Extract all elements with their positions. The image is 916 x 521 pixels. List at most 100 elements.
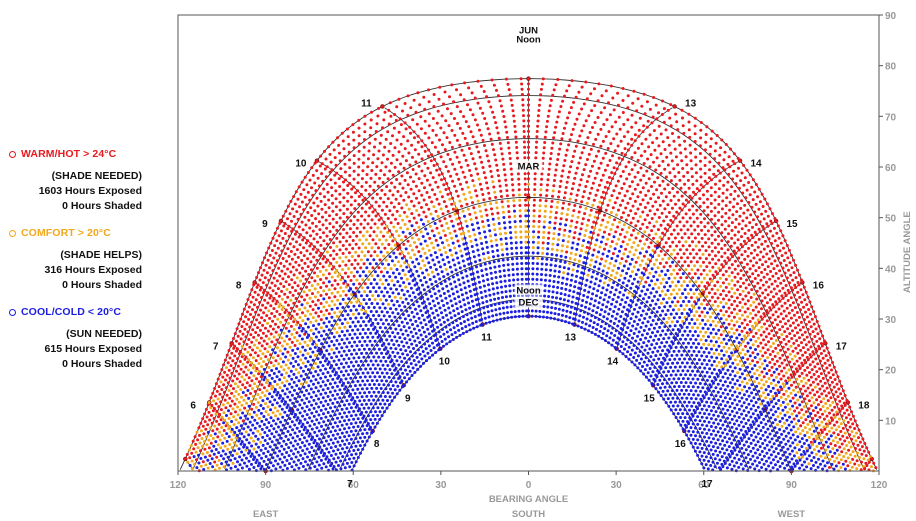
- data-point: [759, 278, 763, 282]
- data-point: [741, 348, 745, 352]
- data-point: [662, 219, 666, 223]
- data-point: [806, 415, 810, 419]
- data-point: [250, 415, 254, 419]
- data-point: [653, 148, 657, 152]
- data-point: [628, 238, 631, 242]
- data-point: [674, 155, 678, 159]
- data-point: [399, 264, 403, 268]
- data-point: [437, 173, 441, 177]
- data-point: [589, 169, 593, 173]
- data-point: [779, 241, 783, 245]
- data-point: [453, 167, 457, 171]
- data-point: [307, 384, 311, 388]
- data-point: [314, 402, 318, 406]
- data-point: [228, 396, 232, 400]
- data-point: [348, 166, 352, 170]
- data-point: [721, 367, 725, 371]
- data-point: [814, 406, 818, 410]
- data-point: [721, 166, 725, 170]
- data-point: [749, 407, 753, 411]
- data-point: [235, 369, 238, 373]
- data-point: [843, 467, 847, 471]
- data-points: [183, 77, 878, 473]
- data-point: [776, 423, 779, 427]
- data-point: [758, 230, 762, 234]
- data-point: [846, 420, 850, 424]
- data-point: [821, 459, 825, 463]
- data-point: [651, 255, 655, 259]
- data-point: [329, 261, 333, 265]
- data-point: [213, 460, 217, 464]
- data-point: [282, 439, 286, 443]
- data-point: [405, 277, 409, 281]
- data-point: [709, 209, 713, 213]
- data-point: [292, 372, 296, 376]
- data-point: [291, 237, 295, 241]
- data-point: [434, 238, 438, 242]
- data-point: [621, 170, 625, 173]
- data-point: [280, 399, 284, 403]
- data-point: [619, 203, 622, 207]
- data-point: [665, 229, 669, 233]
- data-point: [748, 378, 752, 382]
- data-point: [338, 264, 342, 268]
- data-point: [759, 429, 763, 433]
- data-point: [289, 298, 293, 302]
- data-point: [656, 228, 660, 232]
- data-point: [374, 290, 378, 294]
- data-point: [720, 215, 724, 219]
- data-point: [633, 163, 637, 167]
- data-point: [527, 203, 530, 207]
- data-point: [760, 450, 764, 453]
- data-point: [754, 305, 758, 309]
- data-point: [376, 294, 380, 298]
- data-point: [295, 400, 299, 404]
- data-point: [306, 257, 310, 261]
- data-point: [480, 215, 484, 218]
- data-point: [689, 151, 693, 155]
- data-point: [376, 184, 380, 188]
- data-point: [261, 281, 265, 285]
- data-point: [316, 365, 320, 369]
- data-point: [716, 296, 720, 300]
- data-point: [596, 205, 600, 209]
- data-point: [719, 146, 723, 150]
- data-point: [729, 147, 732, 151]
- data-point: [831, 447, 835, 451]
- data-point: [223, 444, 227, 448]
- data-point: [727, 224, 731, 228]
- data-point: [569, 192, 573, 196]
- data-point: [269, 461, 273, 465]
- data-point: [695, 260, 699, 264]
- data-point: [321, 380, 325, 384]
- data-point: [738, 359, 742, 363]
- data-point: [556, 115, 560, 119]
- data-point: [198, 441, 202, 445]
- data-point: [558, 227, 562, 231]
- data-point: [254, 397, 258, 401]
- data-point: [636, 219, 640, 223]
- data-point: [598, 228, 602, 232]
- data-point: [251, 348, 255, 352]
- data-point: [572, 209, 576, 213]
- data-point: [273, 264, 277, 268]
- data-point: [311, 173, 315, 177]
- data-point: [757, 187, 761, 191]
- data-point: [313, 279, 317, 283]
- data-point: [730, 311, 734, 315]
- data-point: [812, 448, 816, 452]
- data-point: [833, 405, 837, 409]
- data-point: [435, 162, 439, 166]
- data-point: [257, 445, 261, 449]
- data-point: [750, 233, 754, 237]
- data-point: [243, 406, 247, 410]
- data-point: [765, 280, 768, 284]
- data-point: [239, 424, 243, 428]
- data-point: [307, 376, 311, 380]
- legend-exposed: 615 Hours Exposed: [44, 343, 142, 355]
- data-point: [322, 247, 326, 251]
- data-point: [482, 198, 486, 202]
- data-point: [748, 362, 752, 366]
- data-point: [284, 426, 287, 430]
- data-point: [757, 424, 761, 428]
